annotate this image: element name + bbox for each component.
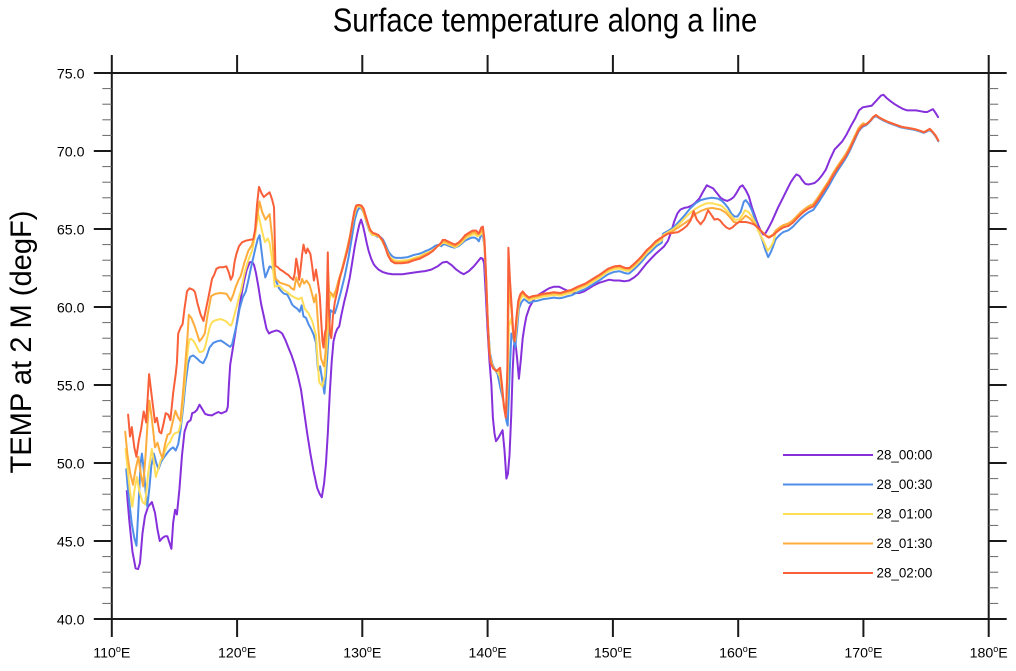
svg-text:50.0: 50.0: [57, 456, 85, 472]
svg-text:28_02:00: 28_02:00: [877, 566, 933, 581]
svg-text:150oE: 150oE: [594, 644, 632, 662]
svg-text:170oE: 170oE: [844, 644, 882, 662]
svg-text:110oE: 110oE: [93, 644, 130, 662]
svg-text:28_00:30: 28_00:30: [877, 477, 933, 492]
svg-text:130oE: 130oE: [343, 644, 381, 662]
svg-text:TEMP at 2 M (degF): TEMP at 2 M (degF): [5, 211, 38, 474]
svg-text:45.0: 45.0: [57, 534, 85, 550]
svg-text:28_01:30: 28_01:30: [877, 536, 933, 551]
svg-text:28_00:00: 28_00:00: [877, 448, 933, 463]
svg-text:75.0: 75.0: [57, 66, 85, 82]
svg-text:120oE: 120oE: [218, 644, 256, 662]
svg-text:70.0: 70.0: [57, 144, 85, 160]
svg-text:40.0: 40.0: [57, 612, 85, 628]
svg-text:180oE: 180oE: [970, 644, 1008, 662]
svg-text:160oE: 160oE: [719, 644, 757, 662]
svg-text:140oE: 140oE: [469, 644, 507, 662]
svg-text:60.0: 60.0: [57, 300, 85, 316]
svg-text:65.0: 65.0: [57, 222, 85, 238]
svg-text:55.0: 55.0: [57, 378, 85, 394]
svg-text:Surface temperature along a li: Surface temperature along a line: [333, 2, 758, 39]
svg-text:28_01:00: 28_01:00: [877, 507, 933, 522]
